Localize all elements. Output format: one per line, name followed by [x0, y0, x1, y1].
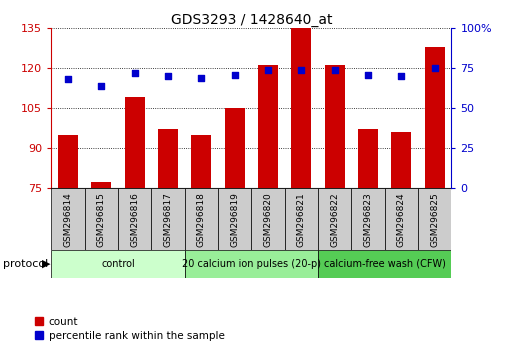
Bar: [185, 250, 318, 278]
Point: [64, 76, 72, 82]
Bar: [325, 65, 345, 188]
Text: calcium-free wash (CFW): calcium-free wash (CFW): [324, 259, 446, 269]
Bar: [185, 188, 218, 250]
Text: control: control: [101, 259, 135, 269]
Point: [197, 75, 205, 81]
Point: [330, 67, 339, 73]
Text: protocol: protocol: [3, 259, 48, 269]
Point: [397, 73, 405, 79]
Bar: [91, 182, 111, 188]
Bar: [291, 28, 311, 188]
Text: 20 calcium ion pulses (20-p): 20 calcium ion pulses (20-p): [182, 259, 321, 269]
Text: GSM296824: GSM296824: [397, 193, 406, 247]
Text: ▶: ▶: [42, 259, 51, 269]
Point: [230, 72, 239, 78]
Title: GDS3293 / 1428640_at: GDS3293 / 1428640_at: [171, 13, 332, 27]
Bar: [425, 47, 445, 188]
Bar: [318, 250, 451, 278]
Bar: [318, 188, 351, 250]
Text: GSM296825: GSM296825: [430, 193, 439, 247]
Bar: [218, 188, 251, 250]
Bar: [151, 188, 185, 250]
Bar: [385, 188, 418, 250]
Text: GSM296823: GSM296823: [364, 193, 372, 247]
Point: [130, 70, 139, 76]
Bar: [391, 132, 411, 188]
Bar: [358, 129, 378, 188]
Text: GSM296819: GSM296819: [230, 193, 239, 247]
Bar: [225, 108, 245, 188]
Text: GSM296816: GSM296816: [130, 193, 139, 247]
Text: GSM296822: GSM296822: [330, 193, 339, 247]
Bar: [258, 65, 278, 188]
Point: [430, 65, 439, 71]
Point: [264, 67, 272, 73]
Text: GSM296815: GSM296815: [97, 193, 106, 247]
Text: GSM296818: GSM296818: [197, 193, 206, 247]
Bar: [85, 188, 118, 250]
Text: GSM296814: GSM296814: [64, 193, 72, 247]
Bar: [118, 188, 151, 250]
Bar: [191, 135, 211, 188]
Point: [364, 72, 372, 78]
Text: GSM296821: GSM296821: [297, 193, 306, 247]
Bar: [58, 135, 78, 188]
Bar: [251, 188, 285, 250]
Bar: [158, 129, 178, 188]
Text: GSM296820: GSM296820: [264, 193, 272, 247]
Bar: [51, 250, 185, 278]
Text: GSM296817: GSM296817: [164, 193, 172, 247]
Bar: [418, 188, 451, 250]
Bar: [51, 188, 85, 250]
Point: [97, 83, 106, 88]
Legend: count, percentile rank within the sample: count, percentile rank within the sample: [31, 313, 229, 345]
Point: [297, 67, 305, 73]
Bar: [285, 188, 318, 250]
Bar: [351, 188, 385, 250]
Point: [164, 73, 172, 79]
Bar: [125, 97, 145, 188]
